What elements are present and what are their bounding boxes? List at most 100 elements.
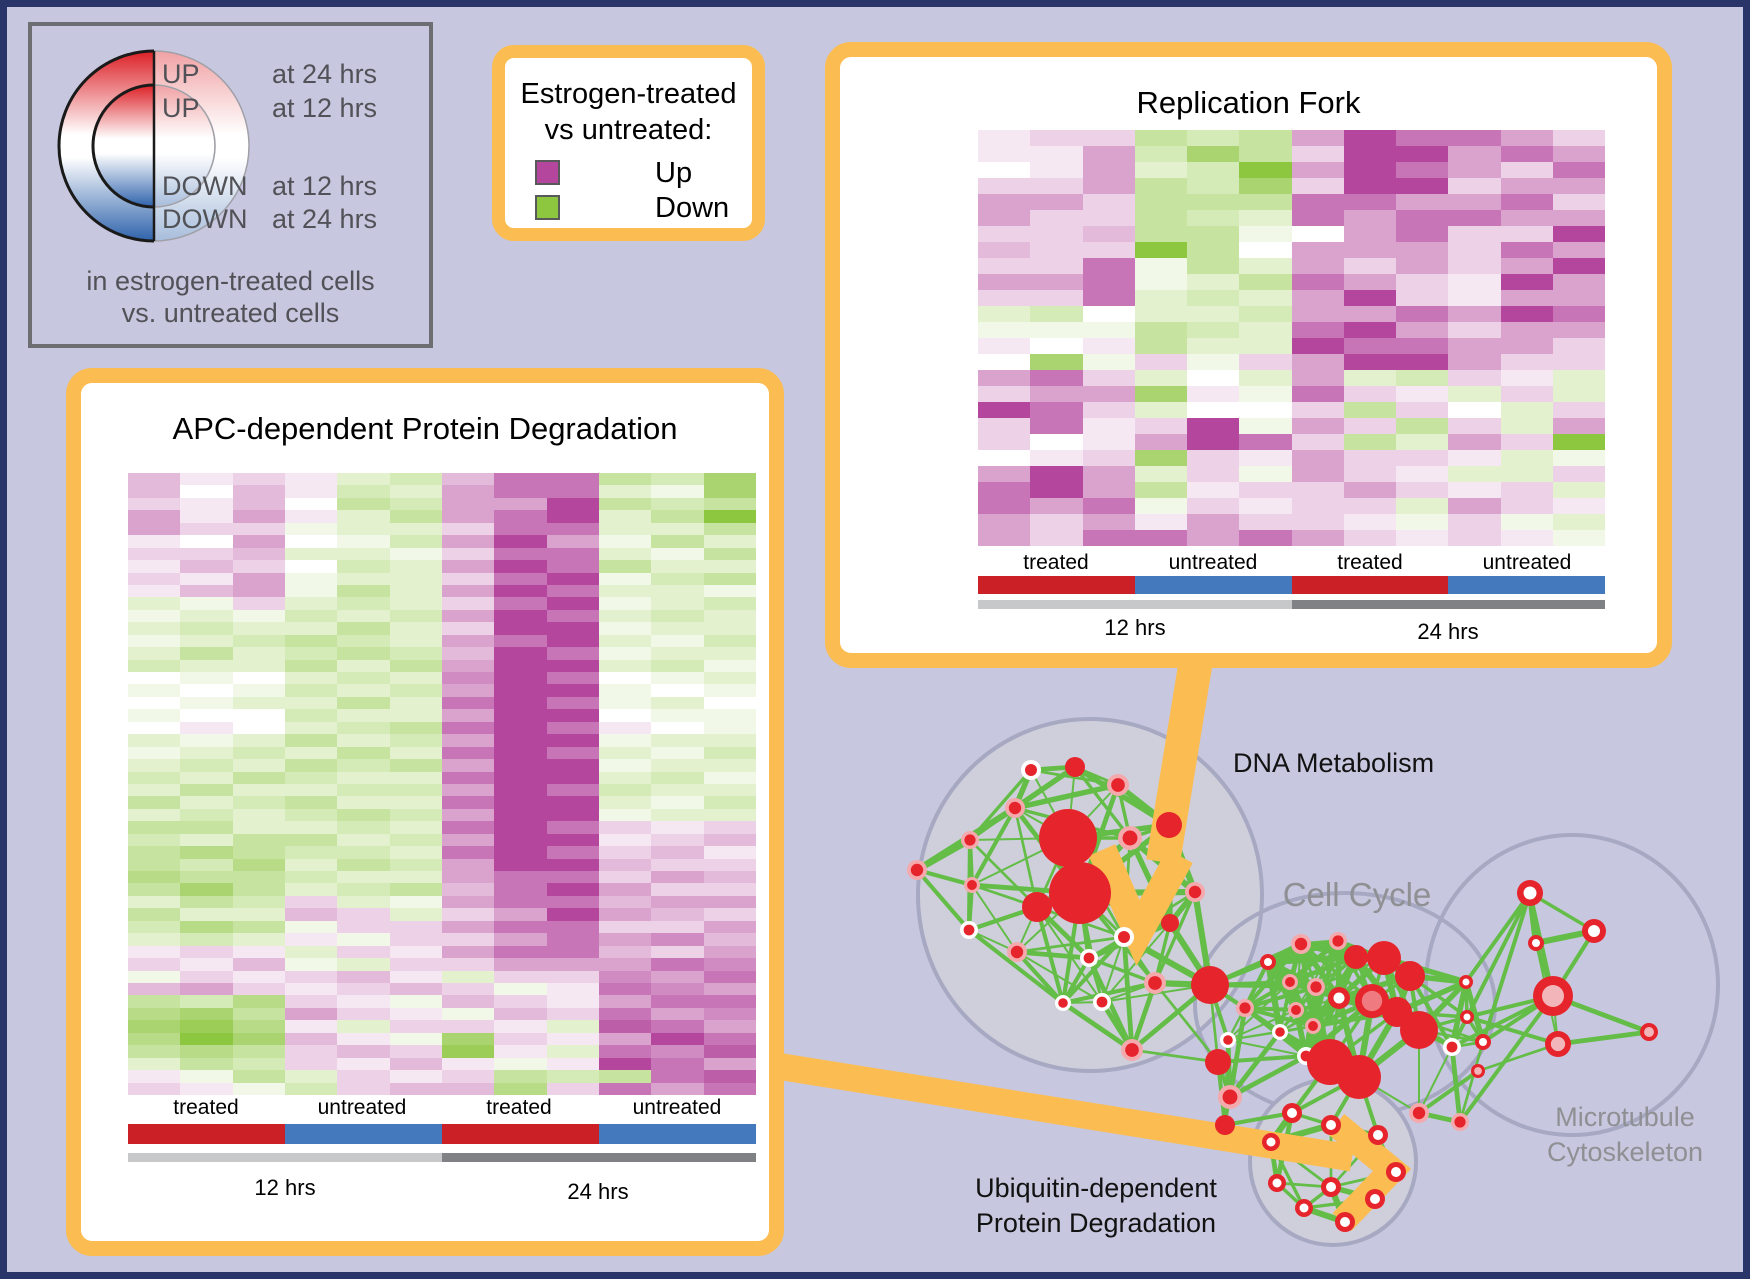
heatmap-cell — [1030, 338, 1083, 354]
heatmap-cell — [1030, 498, 1083, 514]
untreated-bar — [285, 1124, 442, 1144]
heatmap-cell — [232, 497, 285, 511]
heatmap-cell — [1343, 242, 1396, 258]
heatmap-cell — [1552, 434, 1605, 450]
heatmap-cell — [441, 808, 495, 822]
heatmap-cell — [1448, 338, 1501, 354]
heatmap-cell — [1134, 258, 1187, 274]
heatmap-cell — [389, 883, 442, 896]
network-edge — [1227, 1031, 1281, 1041]
heatmap-cell — [389, 908, 442, 921]
heatmap-cell — [1396, 322, 1449, 338]
heatmap-cell — [1134, 130, 1187, 146]
heatmap-cell — [1082, 274, 1135, 290]
heatmap-cell — [389, 510, 442, 523]
heatmap-cell — [337, 982, 390, 996]
heatmap-cell — [389, 895, 442, 909]
network-edge — [1228, 1053, 1308, 1100]
heatmap-cell — [180, 709, 233, 722]
heatmap-cell — [1239, 274, 1292, 290]
network-edge — [971, 884, 1018, 953]
heatmap-cell — [389, 858, 442, 871]
heatmap-cell — [546, 958, 599, 971]
heatmap-cell — [546, 634, 599, 648]
heatmap-cell — [1500, 274, 1553, 290]
heatmap-cell — [1187, 466, 1240, 482]
heatmap-cell — [284, 920, 338, 934]
heatmap-cell — [284, 995, 338, 1008]
heatmap-cell — [441, 1007, 495, 1021]
heatmap-cell — [128, 895, 181, 909]
heatmap-cell — [337, 1020, 390, 1033]
network-node-center — [1264, 958, 1272, 966]
heatmap-cell — [651, 908, 704, 921]
heatmap-cell — [180, 634, 233, 648]
ring-row-label: DOWN — [162, 204, 248, 234]
heatmap-cell — [389, 684, 442, 697]
heatmap-cell — [978, 162, 1031, 178]
heatmap-cell — [651, 970, 704, 983]
heatmap-cell — [703, 1057, 756, 1071]
heatmap-cell — [1239, 258, 1292, 274]
heatmap-cell — [1552, 258, 1605, 274]
heatmap-cell — [1291, 146, 1344, 162]
heatmap-cell — [703, 846, 756, 859]
heatmap-cell — [598, 982, 652, 996]
heatmap-cell — [1187, 178, 1240, 194]
heatmap-cell — [978, 354, 1031, 370]
heatmap-cell — [1082, 434, 1135, 450]
heatmap-cell — [1239, 146, 1292, 162]
heatmap-cell — [651, 759, 704, 772]
heatmap-cell — [1187, 450, 1240, 466]
heatmap-cell — [284, 696, 338, 710]
24hrs-bar — [1291, 600, 1605, 609]
heatmap-cell — [1187, 514, 1240, 530]
heatmap-cell — [1552, 370, 1605, 386]
heatmap-cell — [128, 734, 181, 747]
heatmap-cell — [180, 609, 233, 623]
12hrs-bar — [978, 600, 1292, 609]
heatmap-cell — [180, 846, 233, 859]
heatmap-cell — [232, 982, 285, 996]
heatmap-cell — [1030, 450, 1083, 466]
heatmap-cell — [978, 386, 1031, 402]
heatmap-cell — [232, 995, 285, 1008]
network-node-core — [1291, 1005, 1301, 1015]
heatmap-cell — [1030, 434, 1083, 450]
heatmap-cell — [546, 1070, 599, 1083]
network-edge — [1244, 985, 1317, 1010]
heatmap-cell — [651, 597, 704, 610]
heatmap-cell — [1291, 338, 1344, 354]
heatmap-cell — [180, 908, 233, 921]
heatmap-cell — [1134, 386, 1187, 402]
heatmap-cell — [598, 709, 652, 722]
heatmap-cell — [1187, 338, 1240, 354]
heatmap-cell — [703, 709, 756, 722]
network-node-center — [1326, 1120, 1336, 1130]
heatmap-cell — [494, 572, 547, 585]
heatmap-cell — [180, 584, 233, 598]
heatmap-cell — [180, 522, 233, 536]
network-node-center — [1474, 1067, 1482, 1075]
heatmap-cell — [978, 338, 1031, 354]
heatmap-cell — [1082, 450, 1135, 466]
heatmap-cell — [284, 833, 338, 847]
heatmap-cell — [1396, 370, 1449, 386]
heatmap-cell — [389, 1045, 442, 1058]
heatmap-cell — [494, 709, 547, 722]
heatmap-cell — [441, 535, 495, 548]
heatmap-cell — [337, 995, 390, 1008]
heatmap-cell — [284, 958, 338, 971]
heatmap-cell — [180, 871, 233, 884]
heatmap-cell — [1343, 402, 1396, 418]
heatmap-cell — [546, 622, 599, 635]
heatmap-cell — [703, 510, 756, 523]
network-node-core — [1096, 996, 1108, 1008]
heatmap-cell — [703, 734, 756, 747]
heatmap-cell — [651, 647, 704, 660]
heatmap-cell — [1396, 162, 1449, 178]
heatmap-cell — [703, 609, 756, 623]
heatmap-cell — [389, 1007, 442, 1021]
network-node-center — [1266, 1137, 1276, 1147]
heatmap-cell — [441, 696, 495, 710]
